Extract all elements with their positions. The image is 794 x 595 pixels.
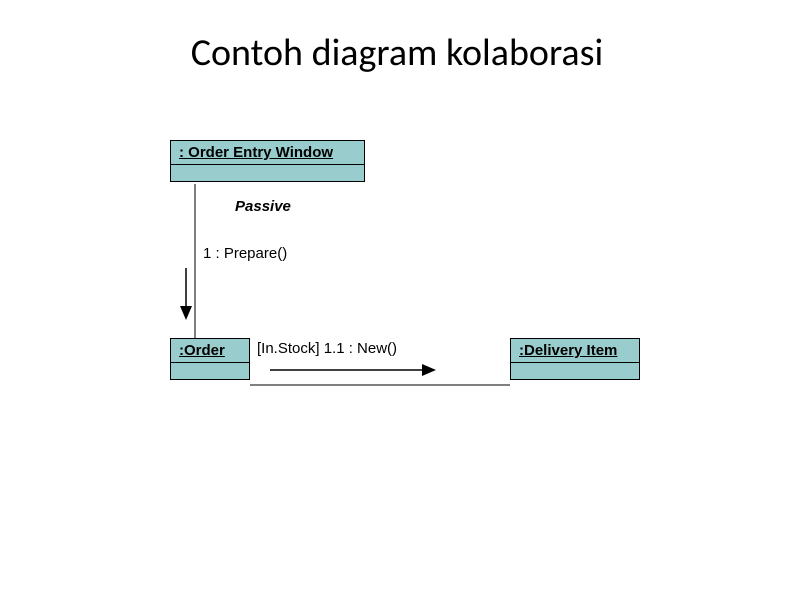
arrow-new [140, 140, 660, 460]
page-title: Contoh diagram kolaborasi [0, 30, 794, 76]
collaboration-diagram: : Order Entry Window :Order :Delivery It… [140, 140, 660, 460]
